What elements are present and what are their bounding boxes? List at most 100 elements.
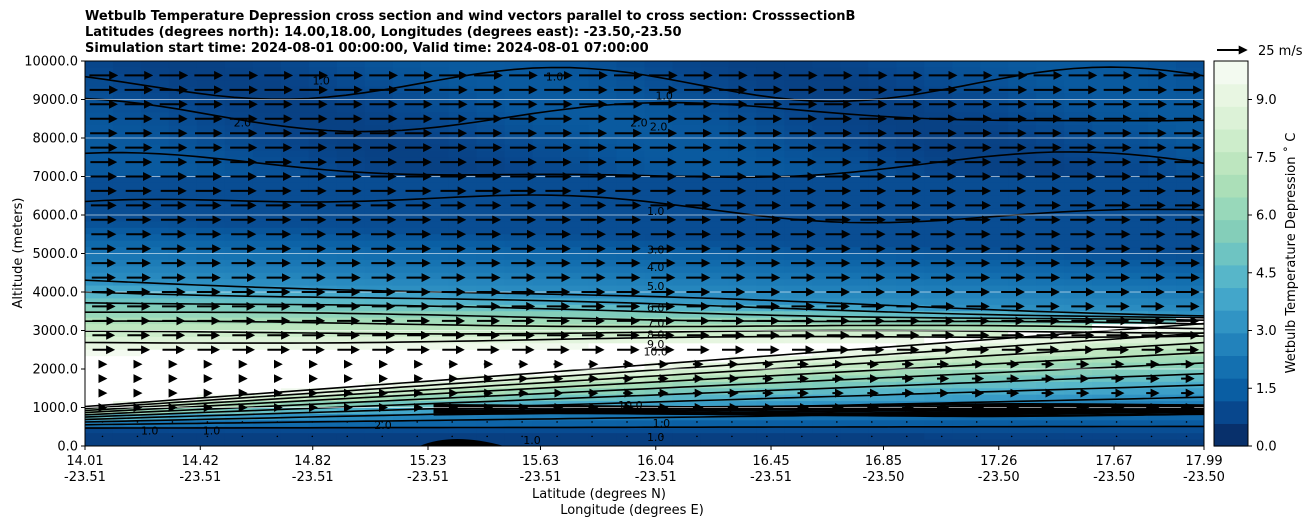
- contour-label: 1.0: [523, 434, 541, 447]
- colorbar-segment: [1214, 242, 1248, 266]
- colorbar-segment: [1214, 83, 1248, 107]
- colorbar-segment: [1214, 264, 1248, 289]
- wind-vector: [451, 421, 453, 423]
- x-tick-label-lon: -23.51: [179, 470, 221, 485]
- wind-vector: [591, 421, 593, 423]
- x-tick-label-lon: -23.51: [64, 470, 106, 485]
- wind-vectors: [89, 70, 1203, 438]
- y-tick-label: 4000.0: [33, 286, 79, 301]
- wind-vector: [311, 435, 314, 438]
- contour-label: 1.0: [203, 425, 221, 438]
- wind-vector: [731, 421, 733, 423]
- x-tick-label-lat: 15.63: [522, 454, 559, 469]
- wind-vector: [940, 421, 943, 423]
- contour-label: 1.0: [655, 90, 673, 103]
- wind-vector: [346, 421, 349, 423]
- contour-line: [85, 97, 1204, 133]
- wind-vector: [661, 435, 663, 438]
- wind-vector: [1185, 435, 1188, 438]
- y-tick-label: 5000.0: [33, 247, 79, 262]
- wind-vector: [136, 435, 139, 438]
- contour-label: 1.0: [141, 425, 159, 438]
- contour-label: 2.0: [650, 120, 668, 133]
- wind-vector: [591, 435, 593, 438]
- y-axis: 0.0 1000.0 2000.0 3000.0 4000.0 5000.0 6000.0 7…: [24, 55, 85, 455]
- contour-label: 9.0: [647, 338, 665, 351]
- wind-vector: [521, 421, 523, 423]
- wind-vector: [696, 421, 698, 423]
- x-axis-label: Latitude (degrees N): [532, 487, 666, 502]
- wind-vector: [241, 421, 244, 423]
- colorbar-segment: [1214, 219, 1248, 243]
- wind-vector: [241, 435, 244, 438]
- contour-label: 1.0: [653, 417, 671, 430]
- wind-vector: [1150, 435, 1153, 438]
- terrain-shape: [419, 439, 504, 446]
- contour-line: [85, 291, 1204, 319]
- wind-vector: [626, 435, 628, 438]
- y-tick-label: 1000.0: [33, 401, 79, 416]
- wind-reference-key: 25 m/s: [1217, 44, 1303, 59]
- contour-label: 10.0: [618, 399, 643, 412]
- wind-vector: [975, 421, 978, 423]
- wind-vector: [1080, 421, 1083, 423]
- wind-vector: [206, 435, 209, 438]
- contour-label: 7.0: [647, 317, 665, 330]
- x-tick-label-lon: -23.50: [863, 470, 905, 485]
- wind-vector: [661, 421, 663, 423]
- contour-line: [85, 151, 1204, 179]
- x-tick-label-lon: -23.50: [978, 470, 1020, 485]
- colorbar-segment: [1214, 310, 1248, 334]
- wind-vector: [206, 421, 209, 423]
- wind-vector: [381, 421, 384, 423]
- colorbar-segment: [1214, 151, 1248, 175]
- x-tick-label-lat: 14.42: [182, 454, 219, 469]
- wind-vector: [486, 421, 488, 423]
- wind-vector: [486, 435, 488, 438]
- y-tick-label: 10000.0: [24, 55, 78, 70]
- y-tick-label: 7000.0: [33, 170, 79, 185]
- x-tick-label-lat: 17.26: [980, 454, 1017, 469]
- wind-vector: [136, 421, 139, 423]
- colorbar-tick-label: 1.5: [1256, 382, 1277, 397]
- wind-vector: [1150, 421, 1153, 423]
- colorbar-segment: [1214, 128, 1248, 153]
- x-tick-label-lat: 16.04: [637, 454, 674, 469]
- wind-vector: [416, 421, 419, 423]
- x-tick-label-lon: -23.51: [635, 470, 677, 485]
- wind-vector: [1115, 435, 1118, 438]
- x-tick-label-lon: -23.50: [1183, 470, 1225, 485]
- colorbar-segment: [1214, 400, 1248, 424]
- x-tick-label-lon: -23.51: [292, 470, 334, 485]
- wind-vector: [836, 421, 838, 423]
- x-axis-label-2: Longitude (degrees E): [560, 503, 704, 518]
- wind-vector: [626, 421, 628, 423]
- contour-label: 2.0: [630, 117, 648, 130]
- x-tick-label-lon: -23.50: [1093, 470, 1135, 485]
- wind-vector: [416, 435, 419, 438]
- contour-label: 8.0: [647, 328, 665, 341]
- wind-vector: [171, 435, 174, 438]
- colorbar-tick-label: 4.5: [1256, 266, 1277, 281]
- y-axis-label: Altitude (meters): [11, 198, 26, 309]
- colorbar-segment: [1214, 332, 1248, 357]
- wind-vector: [940, 435, 943, 438]
- colorbar-tick-label: 9.0: [1256, 93, 1277, 108]
- wind-reference-label: 25 m/s: [1258, 44, 1303, 59]
- x-tick-label-lon: -23.51: [750, 470, 792, 485]
- wind-vector: [1045, 421, 1048, 423]
- wind-vector: [1080, 435, 1083, 438]
- wind-vector: [1010, 421, 1013, 423]
- wind-vector: [556, 421, 558, 423]
- wind-vector: [801, 435, 803, 438]
- chart-subtitle-2: Simulation start time: 2024-08-01 00:00:…: [85, 41, 649, 56]
- contour-line: [85, 320, 1204, 330]
- colorbar-segment: [1214, 61, 1248, 85]
- wind-vector: [975, 435, 978, 438]
- wind-vector: [381, 435, 384, 438]
- wind-vector: [276, 421, 279, 423]
- colorbar-segment: [1214, 106, 1248, 130]
- wind-vector: [870, 421, 873, 423]
- wind-vector: [766, 435, 768, 438]
